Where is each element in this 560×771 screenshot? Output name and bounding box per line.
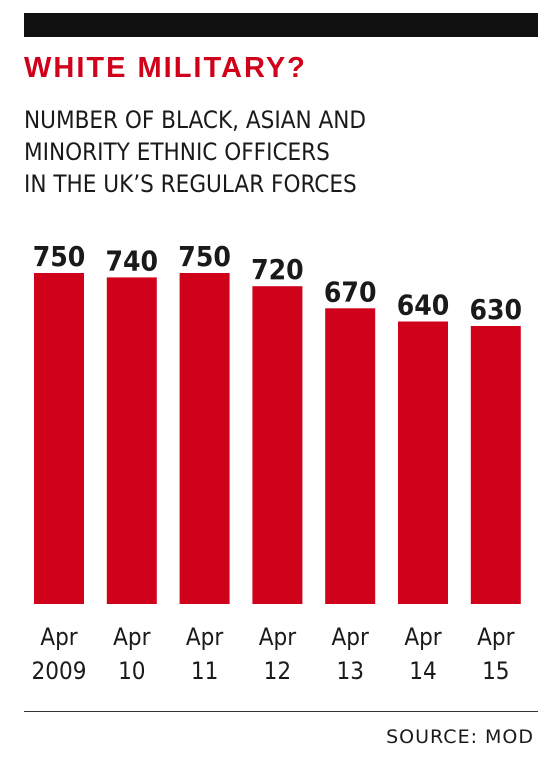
- value-label-6: 630: [470, 293, 523, 326]
- chart-subtitle: NUMBER OF BLACK, ASIAN AND MINORITY ETHN…: [24, 104, 534, 200]
- bar-6: [470, 326, 521, 604]
- category-label-0-line-0: Apr: [40, 623, 77, 651]
- category-label-4-line-0: Apr: [332, 623, 369, 651]
- category-label-6-line-0: Apr: [477, 623, 514, 651]
- subtitle-line-2: MINORITY ETHNIC OFFICERS: [24, 138, 330, 166]
- bar-1: [106, 277, 157, 604]
- value-label-2: 750: [178, 240, 231, 273]
- value-label-1: 740: [106, 244, 159, 277]
- category-label-5-line-0: Apr: [404, 623, 441, 651]
- chart-title: WHITE MILITARY?: [24, 52, 307, 84]
- subtitle-line-1: NUMBER OF BLACK, ASIAN AND: [24, 106, 366, 134]
- bar-3: [252, 286, 303, 604]
- category-label-4-line-1: 13: [336, 657, 363, 685]
- category-label-2-line-1: 11: [191, 657, 218, 685]
- category-label-1-line-1: 10: [118, 657, 145, 685]
- value-label-3: 720: [251, 253, 304, 286]
- bar-5: [398, 321, 448, 604]
- source-note: SOURCE: MOD: [386, 726, 534, 748]
- top-rule: [24, 13, 538, 37]
- value-label-5: 640: [397, 289, 450, 322]
- value-label-0: 750: [33, 240, 86, 273]
- category-label-3-line-0: Apr: [259, 623, 296, 651]
- bottom-rule: [24, 711, 538, 712]
- bar-0: [34, 273, 84, 604]
- category-label-6-line-1: 15: [482, 657, 509, 685]
- category-label-3-line-1: 12: [264, 657, 291, 685]
- category-label-1-line-0: Apr: [113, 623, 150, 651]
- bar-4: [325, 308, 376, 604]
- subtitle-line-3: IN THE UK’S REGULAR FORCES: [24, 170, 357, 198]
- category-label-0-line-1: 2009: [32, 657, 87, 685]
- category-label-2-line-0: Apr: [186, 623, 223, 651]
- bar-2: [179, 273, 230, 604]
- category-label-5-line-1: 14: [409, 657, 436, 685]
- value-label-4: 670: [324, 275, 377, 308]
